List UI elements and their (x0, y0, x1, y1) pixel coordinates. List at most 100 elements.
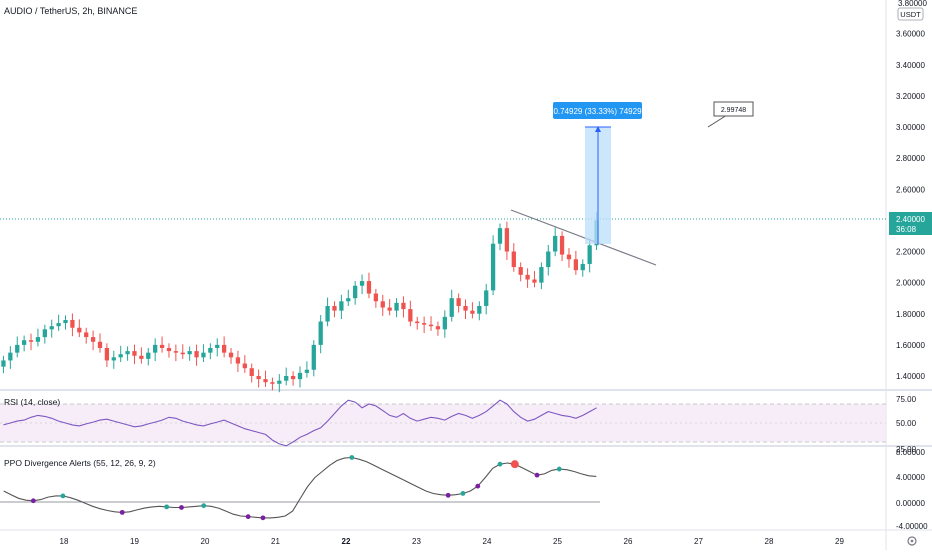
time-tick-label: 29 (835, 537, 844, 546)
candle-body (70, 319, 75, 328)
price-tick-label: 2.80000 (896, 154, 925, 163)
candle-body (139, 355, 144, 359)
countdown-label: 36:08 (896, 225, 917, 234)
rsi-layer (3, 399, 597, 447)
candle-body (580, 263, 585, 271)
candle-body (518, 267, 523, 275)
candle-body (456, 298, 461, 306)
rsi-axis-label-50: 50.00 (896, 419, 917, 428)
time-tick-label: 24 (483, 537, 492, 546)
time-tick-label: 18 (60, 537, 69, 546)
candle-body (415, 321, 420, 324)
callout-box[interactable] (713, 101, 754, 117)
measure-label-box (553, 102, 642, 119)
rsi-axis-label-75: 75.00 (896, 395, 917, 404)
candle-body (566, 254, 572, 260)
divergence-marker (497, 461, 503, 467)
candle-body (408, 309, 413, 322)
candle-body (394, 302, 399, 311)
candle-body (449, 298, 454, 317)
candle-body (270, 382, 275, 384)
divergence-marker (475, 483, 481, 489)
candle-body (132, 351, 137, 356)
candle-body (42, 329, 47, 338)
candle-body (553, 235, 558, 252)
candle-body (353, 285, 358, 299)
last-price-label: 2.40000 (896, 215, 925, 224)
candle-body (463, 305, 468, 311)
candle-body (153, 344, 158, 353)
last-price-badge (889, 212, 932, 235)
divergence-marker (460, 491, 466, 496)
candle-body (428, 324, 434, 327)
candle-body (290, 376, 296, 380)
candle-body (90, 337, 96, 342)
candle-body (208, 347, 213, 353)
candle-body (325, 305, 330, 322)
chart-title: AUDIO / TetherUS, 2h, BINANCE (4, 6, 137, 16)
candle-body (111, 357, 116, 361)
measure-arrow-head (595, 126, 601, 132)
candle-body (63, 319, 68, 324)
time-axis[interactable]: 18 19 20 21 22 23 24 25 26 27 28 29 (60, 537, 845, 546)
divergence-marker (164, 504, 170, 510)
candle-body (125, 351, 130, 355)
candle-body (318, 321, 323, 345)
candle-body (546, 251, 551, 268)
price-tick-label: 1.60000 (896, 341, 925, 350)
candle-body (422, 323, 427, 325)
time-tick-label: 22 (342, 537, 351, 546)
candle-body (77, 327, 82, 333)
time-tick-label: 20 (201, 537, 210, 546)
rsi-band-fill (0, 404, 886, 442)
candle-body (228, 352, 234, 358)
price-axis[interactable]: 3.60000 3.40000 3.20000 3.00000 2.80000 2.600… (896, 30, 925, 381)
candle-body (284, 376, 289, 381)
candle-body (97, 341, 103, 348)
candle-body (118, 354, 123, 358)
candle-body (256, 376, 261, 380)
divergence-marker (510, 460, 519, 469)
candle-body (146, 352, 151, 359)
candles-layer (1, 211, 599, 393)
rsi-title: RSI (14, close) (4, 397, 60, 407)
divergence-marker (119, 509, 125, 515)
candle-body (387, 307, 392, 311)
candle-body (401, 302, 406, 310)
candle-body (525, 274, 530, 280)
price-tick-label: 1.80000 (896, 310, 925, 319)
price-tick-label: 3.00000 (896, 123, 925, 132)
candle-body (166, 347, 172, 352)
divergence-marker (349, 455, 355, 460)
callout-pointer (707, 114, 728, 128)
candle-body (194, 351, 199, 358)
ppo-axis-label-neg4: -4.00000 (896, 522, 928, 531)
gear-icon[interactable] (907, 536, 917, 546)
candle-body (22, 340, 27, 345)
ppo-axis-label-4: 4.00000 (896, 473, 925, 482)
candle-body (215, 344, 220, 348)
time-tick-label: 28 (765, 537, 774, 546)
time-tick-label: 25 (553, 537, 562, 546)
candle-body (263, 379, 268, 383)
candle-body (373, 293, 378, 302)
candle-body (277, 380, 282, 384)
candle-body (242, 363, 247, 369)
candle-body (532, 279, 537, 283)
candle-body (173, 351, 178, 353)
unit-badge[interactable] (897, 7, 924, 21)
candle-body (435, 326, 441, 330)
candle-body (587, 245, 592, 264)
candle-body (339, 301, 344, 311)
candle-body (470, 310, 475, 314)
divergence-marker (445, 492, 451, 498)
ppo-title: PPO Divergence Alerts (55, 12, 26, 9, 2) (4, 458, 156, 468)
trend-line[interactable] (510, 209, 657, 266)
candle-body (1, 360, 6, 367)
candle-body (484, 290, 489, 306)
candle-body (201, 352, 206, 358)
price-tick-label: 3.20000 (896, 92, 925, 101)
callout-label: 2.99748 (721, 107, 746, 114)
